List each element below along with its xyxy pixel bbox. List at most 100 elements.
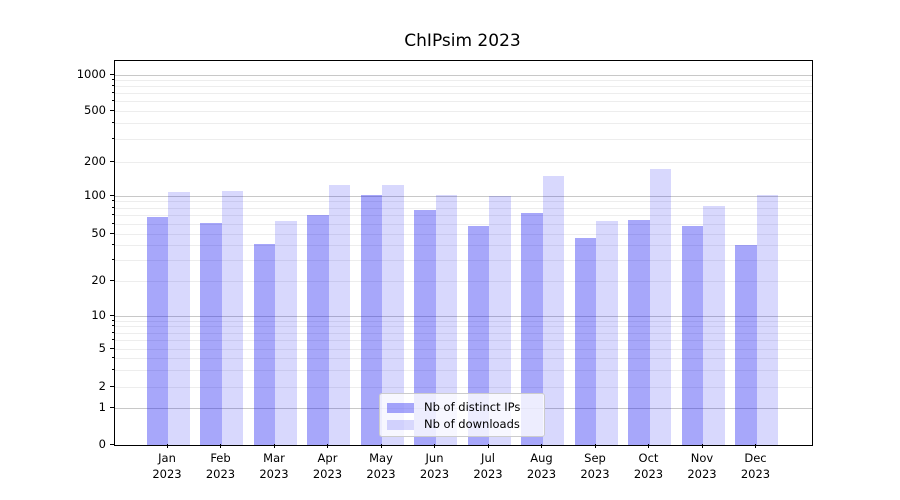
- y-minor-tick-mark: [112, 137, 114, 139]
- x-tick-label: Dec 2023: [740, 451, 771, 481]
- x-tick-label: Nov 2023: [687, 451, 717, 481]
- x-tick-mark: [220, 444, 221, 448]
- minor-gridline: [115, 122, 812, 124]
- x-tick-label: Mar 2023: [259, 451, 289, 481]
- y-minor-tick-mark: [112, 222, 114, 224]
- y-minor-tick-mark: [112, 243, 114, 245]
- y-minor-tick-mark: [112, 214, 114, 216]
- minor-gridline: [115, 280, 812, 282]
- y-minor-tick-mark: [112, 279, 114, 281]
- y-minor-tick-mark: [112, 160, 114, 162]
- bar-downloads: [703, 205, 725, 445]
- x-tick-label: Feb 2023: [205, 451, 236, 481]
- y-tick-label: 500: [84, 102, 106, 117]
- y-minor-tick-mark: [112, 109, 114, 111]
- x-tick-label: Sep 2023: [580, 451, 610, 481]
- bar-downloads: [596, 220, 618, 445]
- minor-gridline: [115, 244, 812, 246]
- y-minor-tick-mark: [112, 385, 114, 387]
- minor-gridline: [115, 259, 812, 261]
- x-tick-mark: [755, 444, 756, 448]
- bar-downloads: [542, 176, 564, 445]
- x-tick-label: Jul 2023: [473, 451, 503, 481]
- x-tick-mark: [166, 444, 168, 448]
- y-minor-tick-mark: [112, 206, 114, 208]
- y-tick-label: 5: [98, 340, 106, 355]
- minor-gridline: [115, 326, 812, 328]
- bar-distinct-ips: [253, 244, 275, 445]
- x-tick-mark: [648, 444, 649, 448]
- major-gridline: [115, 195, 812, 197]
- y-minor-tick-mark: [112, 232, 114, 234]
- y-tick-label: 1000: [76, 66, 106, 81]
- y-tick-label: 1: [98, 399, 106, 414]
- major-gridline: [115, 315, 812, 317]
- minor-gridline: [115, 223, 812, 225]
- bar-downloads: [221, 191, 243, 445]
- y-tick-label: 20: [91, 272, 106, 287]
- legend-label-distinct-ips: Nb of distinct IPs: [424, 400, 521, 414]
- bar-downloads: [756, 195, 778, 445]
- x-tick-label: May 2023: [366, 451, 396, 481]
- bar-downloads: [382, 185, 404, 445]
- bar-distinct-ips: [735, 245, 757, 445]
- major-gridline: [115, 74, 812, 76]
- bar-downloads: [435, 195, 457, 445]
- y-minor-tick-mark: [112, 121, 114, 123]
- minor-gridline: [115, 233, 812, 235]
- x-tick-mark: [541, 444, 542, 448]
- minor-gridline: [115, 339, 812, 341]
- minor-gridline: [115, 369, 812, 371]
- x-tick-mark: [701, 444, 703, 448]
- legend-label-downloads: Nb of downloads: [424, 417, 520, 431]
- minor-gridline: [115, 215, 812, 217]
- minor-gridline: [115, 332, 812, 334]
- y-tick-label: 10: [91, 307, 106, 322]
- bar-distinct-ips: [200, 223, 222, 445]
- bar-distinct-ips: [628, 219, 650, 445]
- y-minor-tick-mark: [112, 356, 114, 358]
- x-tick-mark: [380, 444, 382, 448]
- y-minor-tick-mark: [112, 200, 114, 202]
- x-tick-mark: [487, 444, 489, 448]
- legend: Nb of distinct IPs Nb of downloads: [379, 393, 545, 437]
- y-tick-mark: [110, 194, 114, 196]
- y-tick-label: 200: [84, 153, 106, 168]
- minor-gridline: [115, 357, 812, 359]
- bar-distinct-ips: [521, 212, 543, 445]
- bar-distinct-ips: [681, 225, 703, 445]
- y-minor-tick-mark: [112, 319, 114, 321]
- y-tick-mark: [110, 406, 114, 408]
- x-tick-mark: [273, 444, 275, 448]
- bar-distinct-ips: [360, 195, 382, 445]
- minor-gridline: [115, 110, 812, 112]
- x-tick-label: Jun 2023: [419, 451, 450, 481]
- bar-distinct-ips: [574, 238, 596, 445]
- y-tick-label: 50: [91, 225, 106, 240]
- bar-downloads: [275, 221, 297, 445]
- plot-area: Nb of distinct IPs Nb of downloads: [114, 60, 813, 446]
- y-minor-tick-mark: [112, 85, 114, 87]
- y-minor-tick-mark: [112, 331, 114, 333]
- legend-swatch-distinct-ips: [387, 402, 414, 413]
- y-minor-tick-mark: [112, 258, 114, 260]
- minor-gridline: [115, 86, 812, 88]
- y-minor-tick-mark: [112, 100, 114, 101]
- minor-gridline: [115, 386, 812, 388]
- x-tick-label: Apr 2023: [312, 451, 343, 481]
- x-tick-mark: [594, 444, 596, 448]
- chart-title: ChIPsim 2023: [404, 31, 521, 51]
- x-tick-mark: [434, 444, 435, 448]
- minor-gridline: [115, 138, 812, 140]
- bar-distinct-ips: [146, 217, 168, 445]
- x-tick-label: Aug 2023: [526, 451, 557, 481]
- minor-gridline: [115, 207, 812, 209]
- y-tick-mark: [110, 443, 114, 445]
- minor-gridline: [115, 93, 812, 94]
- x-tick-label: Jan 2023: [152, 451, 182, 481]
- y-minor-tick-mark: [112, 338, 114, 340]
- bar-downloads: [328, 185, 350, 445]
- legend-swatch-downloads: [387, 419, 414, 430]
- minor-gridline: [115, 201, 812, 203]
